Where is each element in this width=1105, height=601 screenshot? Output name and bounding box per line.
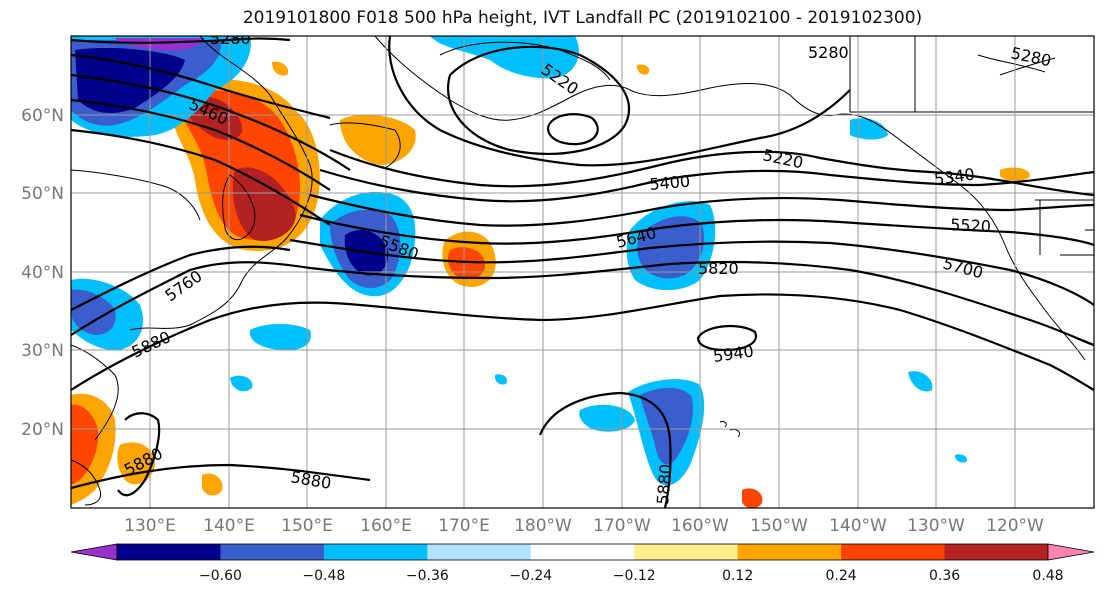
lon-label: 170°E bbox=[438, 516, 490, 536]
colorbar-cell bbox=[944, 544, 1049, 560]
latitude-labels: 60°N 50°N 40°N 30°N 20°N bbox=[21, 106, 64, 440]
lon-label: 180°W bbox=[514, 516, 572, 536]
map-title: 2019101800 F018 500 hPa height, IVT Land… bbox=[242, 8, 923, 28]
lat-label: 60°N bbox=[21, 106, 64, 126]
lon-label: 140°W bbox=[829, 516, 887, 536]
colorbar-tick-label: 0.24 bbox=[826, 568, 857, 584]
colorbar-tick-label: −0.24 bbox=[509, 568, 552, 584]
colorbar-cell bbox=[841, 544, 946, 560]
colorbar-cell bbox=[427, 544, 532, 560]
contour-label: 5520 bbox=[950, 215, 992, 236]
lon-label: 150°W bbox=[750, 516, 808, 536]
lat-label: 30°N bbox=[21, 341, 64, 361]
lon-label: 170°W bbox=[593, 516, 651, 536]
colorbar-cell bbox=[530, 544, 635, 560]
colorbar-right-arrow bbox=[1047, 543, 1095, 561]
lon-label: 130°W bbox=[907, 516, 965, 536]
contour-label: 5280 bbox=[808, 43, 849, 62]
lon-label: 120°W bbox=[986, 516, 1044, 536]
colorbar-tick-label: −0.12 bbox=[613, 568, 656, 584]
colorbar-tick-label: −0.48 bbox=[302, 568, 345, 584]
colorbar-cell bbox=[117, 544, 221, 560]
lon-label: 130°E bbox=[124, 516, 176, 536]
lon-label: 140°E bbox=[203, 516, 255, 536]
colorbar-cell bbox=[634, 544, 739, 560]
ivt-positive-shading bbox=[71, 61, 1030, 508]
contour-label: 5880 bbox=[653, 463, 675, 505]
colorbar-tick-label: −0.36 bbox=[406, 568, 449, 584]
lat-label: 50°N bbox=[21, 184, 64, 204]
contour-label: 5280 bbox=[210, 29, 251, 48]
map-frame bbox=[70, 35, 1095, 509]
height-contours bbox=[71, 36, 1094, 508]
lon-label: 150°E bbox=[281, 516, 333, 536]
colorbar-left-arrow bbox=[70, 543, 118, 561]
colorbar: −0.60 −0.48 −0.36 −0.24 −0.12 0.12 0.24 0.36 0.4… bbox=[70, 543, 1095, 584]
colorbar-tick-label: 0.12 bbox=[722, 568, 753, 584]
colorbar-cell bbox=[323, 544, 428, 560]
longitude-labels: 130°E 140°E 150°E 160°E 170°E 180°W 170°… bbox=[124, 516, 1044, 536]
colorbar-tick-label: −0.60 bbox=[199, 568, 242, 584]
contour-label: 5820 bbox=[698, 259, 739, 278]
contour-label: 5400 bbox=[649, 172, 691, 194]
lon-label: 160°E bbox=[360, 516, 412, 536]
lat-label: 20°N bbox=[21, 420, 64, 440]
lat-label: 40°N bbox=[21, 263, 64, 283]
colorbar-tick-label: 0.36 bbox=[929, 568, 960, 584]
colorbar-cell bbox=[220, 544, 325, 560]
colorbar-tick-label: 0.48 bbox=[1032, 568, 1063, 584]
map-plot-area: 5280 5280 5280 5220 5220 5460 5340 5400 … bbox=[71, 29, 1094, 508]
lon-label: 160°W bbox=[671, 516, 729, 536]
colorbar-cell bbox=[737, 544, 842, 560]
